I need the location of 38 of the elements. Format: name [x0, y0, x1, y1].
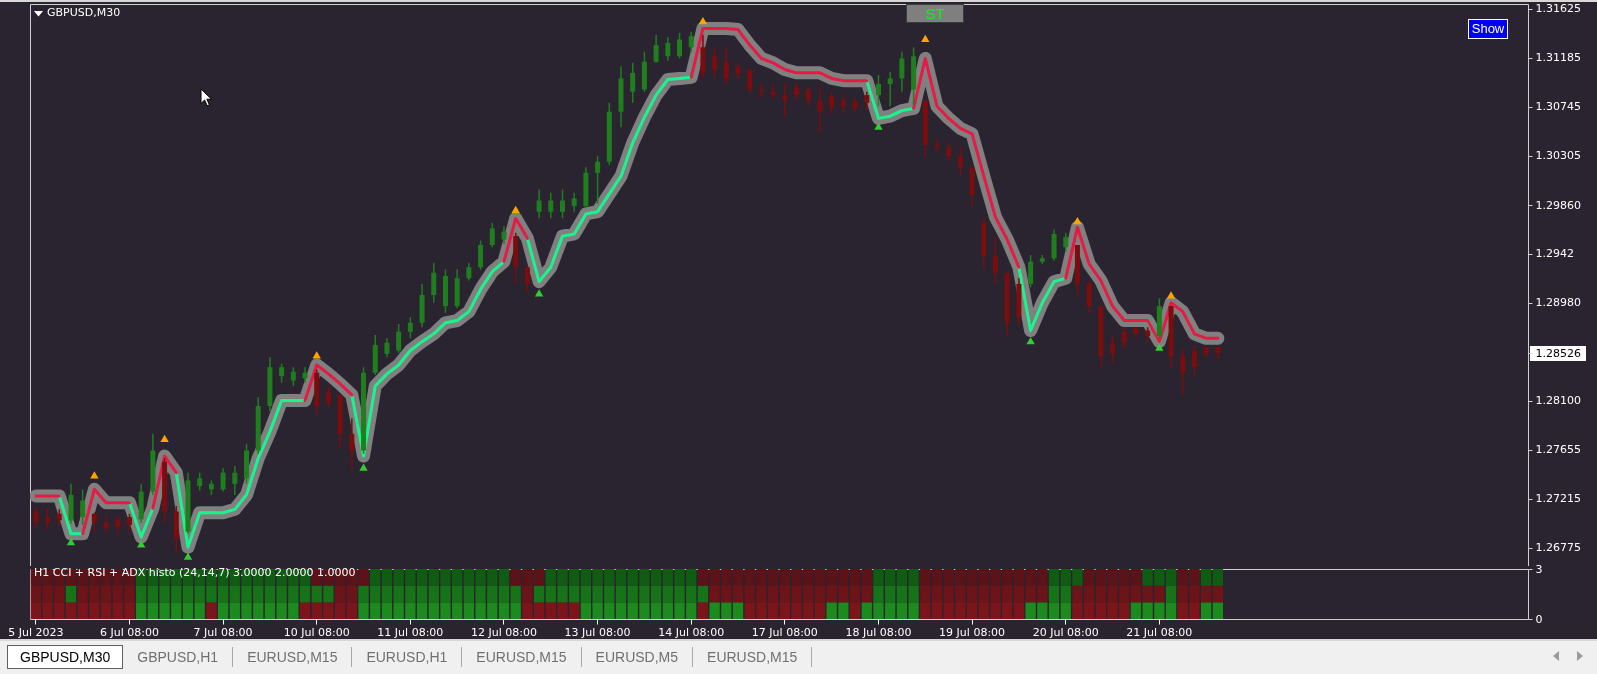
- y-tick-label: 1.29860: [1535, 198, 1581, 212]
- y-tick-label: 1.30745: [1535, 100, 1581, 114]
- y-tick-label: 1.28526: [1535, 346, 1581, 360]
- y-tick-label: 0: [1535, 612, 1543, 626]
- x-tick-label: 13 Jul 08:00: [564, 625, 631, 639]
- y-tick-label: 3: [1535, 562, 1543, 576]
- x-tick-label: 6 Jul 08:00: [99, 625, 159, 639]
- x-tick-label: 20 Jul 08:00: [1032, 625, 1099, 639]
- y-tick-label: 1.28980: [1535, 296, 1581, 310]
- chart-title: H1 CCI + RSI + ADX histo (24,14,7) 3.0000 2.0000 1.0000: [34, 566, 356, 579]
- chart-title: GBPUSD,M30: [47, 6, 121, 19]
- tab: EURUSD,H1: [352, 647, 463, 667]
- tab: EURUSD,M5: [581, 647, 694, 667]
- x-tick-label: 18 Jul 08:00: [845, 625, 912, 639]
- tab: GBPUSD,M30: [7, 645, 124, 669]
- y-tick-label: 1.26775: [1535, 541, 1581, 555]
- y-tick-label: 1.27215: [1535, 492, 1581, 506]
- x-tick-label: 7 Jul 08:00: [193, 625, 253, 639]
- y-tick-label: 1.27655: [1535, 443, 1581, 457]
- x-tick-label: 14 Jul 08:00: [658, 625, 725, 639]
- y-tick-label: 1.2942: [1535, 247, 1574, 261]
- y-tick-label: 1.30305: [1535, 149, 1581, 163]
- tab: EURUSD,M15: [462, 647, 582, 667]
- button: ST: [906, 4, 964, 23]
- x-tick-label: 5 Jul 2023: [8, 625, 64, 639]
- button: Show: [1468, 19, 1508, 39]
- tab: GBPUSD,H1: [123, 647, 234, 667]
- x-tick-label: 21 Jul 08:00: [1126, 625, 1193, 639]
- x-tick-label: 10 Jul 08:00: [283, 625, 350, 639]
- x-tick-label: 12 Jul 08:00: [470, 625, 537, 639]
- x-tick-label: 19 Jul 08:00: [939, 625, 1006, 639]
- y-tick-label: 1.28100: [1535, 394, 1581, 408]
- y-tick-label: 1.31625: [1535, 2, 1581, 16]
- tab: EURUSD,M15: [693, 647, 813, 667]
- y-tick-label: 1.31185: [1535, 51, 1581, 65]
- x-tick-label: 11 Jul 08:00: [377, 625, 444, 639]
- tab: EURUSD,M15: [233, 647, 353, 667]
- x-tick-label: 17 Jul 08:00: [751, 625, 818, 639]
